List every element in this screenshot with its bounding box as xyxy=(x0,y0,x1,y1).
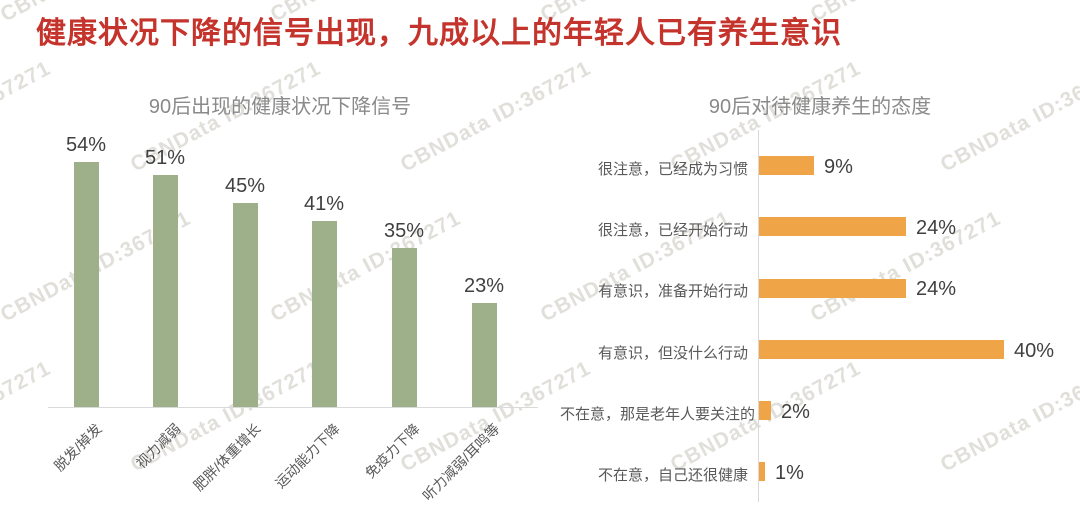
category-label: 有意识，但没什么行动 xyxy=(597,344,748,362)
value-label: 40% xyxy=(1014,339,1055,362)
value-label: 9% xyxy=(824,155,853,178)
bar xyxy=(759,401,771,420)
value-label: 35% xyxy=(383,220,425,242)
right-chart-y-axis xyxy=(758,130,759,502)
bar xyxy=(759,217,906,236)
category-label: 很注意，已经开始行动 xyxy=(597,221,748,239)
category-label: 很注意，已经成为习惯 xyxy=(597,160,748,178)
bar xyxy=(759,156,814,175)
category-label: 有意识，准备开始行动 xyxy=(597,283,748,300)
page-title: 健康状况下降的信号出现，九成以上的年轻人已有养生意识 xyxy=(36,17,842,50)
left-chart-title: 90后出现的健康状况下降信号 xyxy=(148,96,412,118)
category-label: 不在意，自己还很健康 xyxy=(597,466,748,484)
category-label: 脱发/掉发 xyxy=(51,420,105,475)
bar xyxy=(759,340,1004,359)
value-label: 45% xyxy=(224,175,266,197)
bar xyxy=(152,175,178,407)
value-label: 41% xyxy=(303,193,345,215)
category-label: 不在意，那是老年人要关注的 xyxy=(560,405,756,423)
bar xyxy=(759,462,765,481)
value-label: 2% xyxy=(781,400,810,423)
value-label: 51% xyxy=(144,147,186,169)
value-label: 23% xyxy=(463,275,505,297)
category-label: 运动能力下降 xyxy=(272,420,343,492)
bar xyxy=(232,203,258,407)
value-label: 54% xyxy=(65,134,107,156)
left-chart-x-axis xyxy=(48,407,538,408)
right-chart-title: 90后对待健康养生的态度 xyxy=(708,96,932,118)
category-label: 听力减弱/耳鸣等 xyxy=(419,420,503,504)
left-bar-chart: 90后出现的健康状况下降信号 54% 脱发/掉发 51% 视力减弱 45% 肥胖/体重增长… xyxy=(20,85,540,515)
bar xyxy=(73,162,99,407)
value-label: 24% xyxy=(916,216,957,239)
bar xyxy=(471,303,497,407)
bar xyxy=(311,221,337,407)
value-label: 24% xyxy=(916,278,957,300)
category-label: 免疫力下降 xyxy=(361,420,423,482)
bar xyxy=(391,248,417,407)
category-label: 肥胖/体重增长 xyxy=(190,420,264,494)
category-label: 视力减弱 xyxy=(132,420,184,472)
value-label: 1% xyxy=(775,461,804,484)
right-bar-chart: 90后对待健康养生的态度 很注意，已经成为习惯 9% 很注意，已经开始行动 24% 有意… xyxy=(560,85,1080,515)
bar xyxy=(759,278,906,298)
